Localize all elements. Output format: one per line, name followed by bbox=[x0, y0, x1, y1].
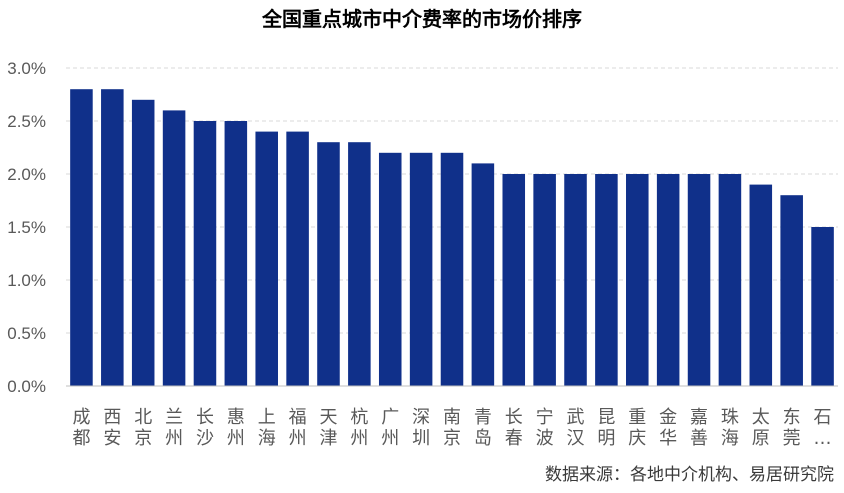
bar bbox=[749, 184, 773, 386]
x-tick-label: 太原 bbox=[752, 407, 770, 449]
bars bbox=[70, 89, 834, 387]
x-tick-label: 天津 bbox=[319, 407, 337, 449]
chart-title: 全国重点城市中介费率的市场价排序 bbox=[261, 7, 582, 31]
x-tick-label: 石… bbox=[814, 407, 832, 449]
x-tick-label: 武汉 bbox=[567, 407, 585, 449]
x-tick-label: 惠州 bbox=[227, 407, 245, 449]
bar bbox=[193, 121, 217, 386]
x-tick-label: 兰州 bbox=[165, 407, 183, 449]
bar bbox=[533, 174, 556, 386]
y-tick-label: 2.5% bbox=[7, 112, 46, 131]
bar bbox=[502, 174, 526, 386]
bar bbox=[224, 121, 248, 386]
source-note: 数据来源：各地中介机构、易居研究院 bbox=[545, 465, 834, 485]
x-tick-label: 深圳 bbox=[412, 407, 430, 449]
x-tick-label: 金华 bbox=[659, 407, 677, 449]
bar bbox=[595, 174, 618, 386]
bar bbox=[564, 174, 587, 386]
bar bbox=[718, 174, 742, 386]
x-tick-label: 昆明 bbox=[597, 407, 615, 449]
y-tick-label: 1.0% bbox=[7, 271, 46, 290]
x-axis: 成都西安北京兰州长沙惠州上海福州天津杭州广州深圳南京青岛长春宁波武汉昆明重庆金华… bbox=[72, 407, 831, 449]
bar bbox=[409, 152, 433, 386]
x-tick-label: 珠海 bbox=[721, 407, 739, 449]
y-tick-label: 0.5% bbox=[7, 324, 46, 343]
bar bbox=[162, 110, 186, 387]
bar bbox=[317, 142, 340, 386]
bar bbox=[440, 152, 464, 386]
bar bbox=[131, 99, 155, 387]
x-tick-label: 成都 bbox=[72, 407, 90, 449]
bar bbox=[378, 152, 402, 386]
x-tick-label: 东莞 bbox=[783, 407, 801, 449]
y-tick-label: 3.0% bbox=[7, 59, 46, 78]
y-tick-label: 2.0% bbox=[7, 165, 46, 184]
y-tick-label: 0.0% bbox=[7, 377, 46, 396]
x-tick-label: 长春 bbox=[505, 407, 523, 449]
x-tick-label: 嘉善 bbox=[690, 407, 708, 449]
bar bbox=[286, 131, 309, 386]
bar bbox=[687, 174, 711, 386]
bar bbox=[101, 89, 124, 386]
bar bbox=[70, 89, 93, 386]
x-tick-label: 青岛 bbox=[474, 407, 492, 449]
x-tick-label: 上海 bbox=[258, 407, 276, 449]
bar bbox=[626, 174, 649, 386]
bar bbox=[811, 227, 834, 386]
x-tick-label: 重庆 bbox=[628, 407, 646, 449]
y-axis: 0.0% 0.5% 1.0% 1.5% 2.0% 2.5% 3.0% bbox=[7, 59, 46, 396]
bar bbox=[656, 174, 680, 386]
bar bbox=[780, 195, 803, 386]
x-tick-label: 宁波 bbox=[536, 407, 554, 449]
bar bbox=[255, 131, 278, 386]
x-tick-label: 西安 bbox=[103, 407, 121, 449]
x-tick-label: 广州 bbox=[381, 407, 399, 449]
x-tick-label: 长沙 bbox=[196, 407, 214, 449]
bar bbox=[471, 163, 495, 386]
x-tick-label: 北京 bbox=[134, 407, 152, 449]
x-tick-label: 杭州 bbox=[350, 407, 368, 449]
y-tick-label: 1.5% bbox=[7, 218, 46, 237]
x-tick-label: 福州 bbox=[289, 407, 307, 449]
bar bbox=[348, 142, 371, 386]
x-tick-label: 南京 bbox=[443, 407, 461, 449]
